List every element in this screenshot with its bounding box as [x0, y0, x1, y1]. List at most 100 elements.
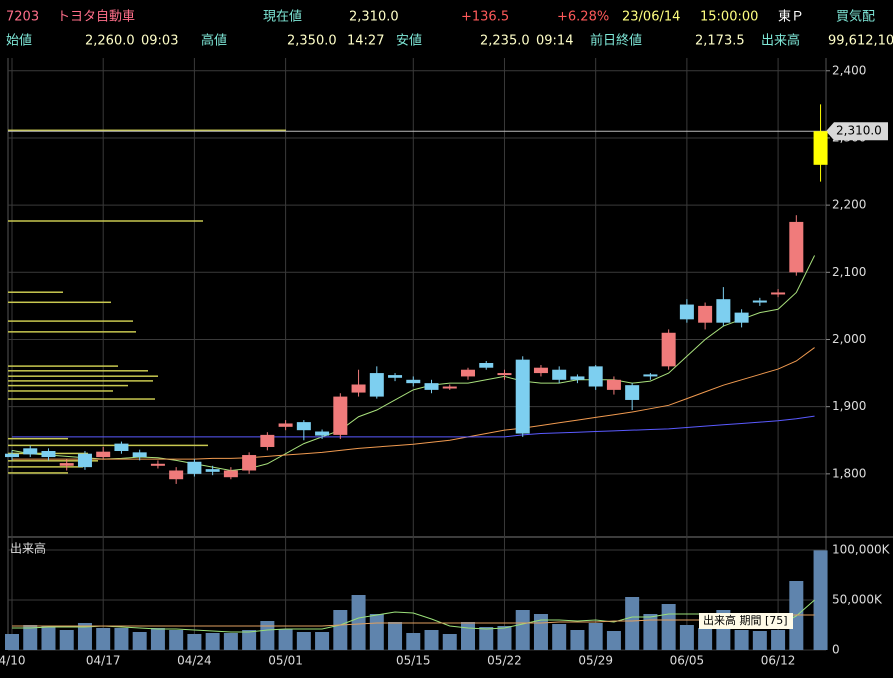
- volume-bar: [333, 610, 348, 650]
- candle-body: [223, 470, 238, 478]
- candle-body: [315, 431, 330, 436]
- candle-body: [716, 299, 731, 323]
- header-field: 09:14: [536, 34, 573, 49]
- volume-bar: [150, 628, 165, 650]
- x-tick-label: 05/29: [578, 654, 613, 668]
- volume-by-price-bar: [8, 380, 153, 382]
- candle-body: [588, 366, 603, 387]
- y-tick-label: 2,400: [832, 63, 866, 77]
- volume-legend-label: 出来高 期間 [75]: [703, 613, 788, 627]
- volume-bar: [606, 631, 621, 650]
- volume-bar: [351, 595, 366, 650]
- header-field: 2,310.0: [349, 10, 399, 25]
- volume-bar: [388, 622, 403, 650]
- volume-by-price-bar: [8, 375, 158, 377]
- volume-bar: [41, 626, 56, 650]
- header-field: 現在値: [263, 9, 302, 25]
- header-field: 2,260.0: [85, 34, 135, 49]
- x-tick-label: 05/15: [396, 654, 431, 668]
- volume-bar: [187, 634, 202, 650]
- x-tick-label: 06/05: [670, 654, 705, 668]
- volume-by-price-bar: [8, 398, 155, 400]
- volume-bar: [59, 630, 74, 650]
- candle-body: [424, 383, 439, 390]
- volume-by-price-bar: [8, 291, 63, 293]
- volume-by-price-bar: [8, 365, 118, 367]
- y-tick-label: 0: [832, 643, 840, 657]
- x-tick-label: 05/01: [268, 654, 303, 668]
- candle-body: [260, 434, 275, 447]
- candle-body: [789, 221, 804, 273]
- header-field: +136.5: [461, 10, 509, 25]
- volume-bar: [132, 632, 147, 650]
- header-field: 15:00:00: [700, 10, 758, 25]
- candle-body: [41, 451, 56, 458]
- candle-body: [205, 469, 220, 472]
- header-field: 7203: [6, 10, 39, 25]
- volume-bar: [497, 626, 512, 650]
- volume-bar: [479, 627, 494, 650]
- moving-average-line: [12, 415, 815, 438]
- candle-body: [461, 369, 475, 377]
- candle-body: [114, 443, 129, 452]
- moving-average-line: [12, 347, 815, 460]
- volume-bar: [5, 634, 19, 650]
- volume-legend-box: [699, 613, 793, 629]
- candle-body: [813, 131, 828, 165]
- volume-bar: [406, 633, 421, 650]
- candle-body: [406, 379, 421, 384]
- header-field: 09:03: [141, 34, 178, 49]
- candle-body: [771, 292, 786, 295]
- volume-by-price-bar: [8, 129, 286, 132]
- header-field: 99,612,10: [828, 34, 893, 49]
- volume-by-price-bar: [8, 301, 111, 304]
- candle-body: [5, 453, 19, 458]
- volume-bar: [242, 630, 257, 650]
- candle-body: [369, 373, 384, 397]
- current-price-tag: [826, 122, 888, 141]
- candle-body: [333, 396, 348, 435]
- header-field: 前日終値: [590, 33, 642, 49]
- volume-by-price-bar: [8, 472, 68, 474]
- current-price-label: 2,310.0: [836, 124, 882, 138]
- candle-body: [96, 451, 111, 458]
- header-field: 23/06/14: [622, 10, 680, 25]
- volume-average-line: [12, 599, 815, 633]
- volume-panel-label: 出来高: [10, 541, 46, 556]
- volume-bar: [223, 633, 238, 650]
- volume-bar: [369, 614, 384, 650]
- volume-bar: [77, 623, 92, 650]
- x-tick-label: 04/24: [177, 654, 212, 668]
- candle-body: [442, 386, 457, 389]
- volume-bar: [442, 634, 457, 650]
- volume-by-price-bar: [8, 460, 98, 462]
- y-tick-label: 2,100: [832, 265, 866, 279]
- x-tick-label: 06/12: [761, 654, 796, 668]
- volume-by-price-bar: [8, 466, 83, 468]
- volume-bar: [96, 628, 111, 650]
- volume-bar: [169, 630, 184, 650]
- volume-bar: [570, 630, 585, 650]
- header-field: +6.28%: [557, 10, 609, 25]
- candle-body: [606, 379, 621, 390]
- volume-bar: [734, 630, 749, 650]
- volume-by-price-bar: [8, 444, 208, 447]
- candle-body: [242, 455, 257, 471]
- y-tick-label: 1,800: [832, 466, 866, 480]
- volume-bar: [813, 550, 828, 650]
- candle-body: [552, 369, 567, 380]
- x-tick-label: 05/22: [487, 654, 522, 668]
- x-tick-label: 4/10: [0, 654, 25, 668]
- volume-bar: [23, 625, 38, 650]
- header-field: 14:27: [347, 34, 384, 49]
- volume-average-line: [12, 614, 815, 627]
- candle-body: [351, 384, 366, 393]
- volume-by-price-bar: [8, 437, 68, 440]
- volume-bar: [533, 614, 548, 650]
- header-field: 買気配: [836, 9, 875, 25]
- y-tick-label: 2,200: [832, 198, 866, 212]
- header-field: 安値: [396, 33, 422, 49]
- volume-bar: [679, 625, 694, 650]
- candle-body: [296, 422, 311, 431]
